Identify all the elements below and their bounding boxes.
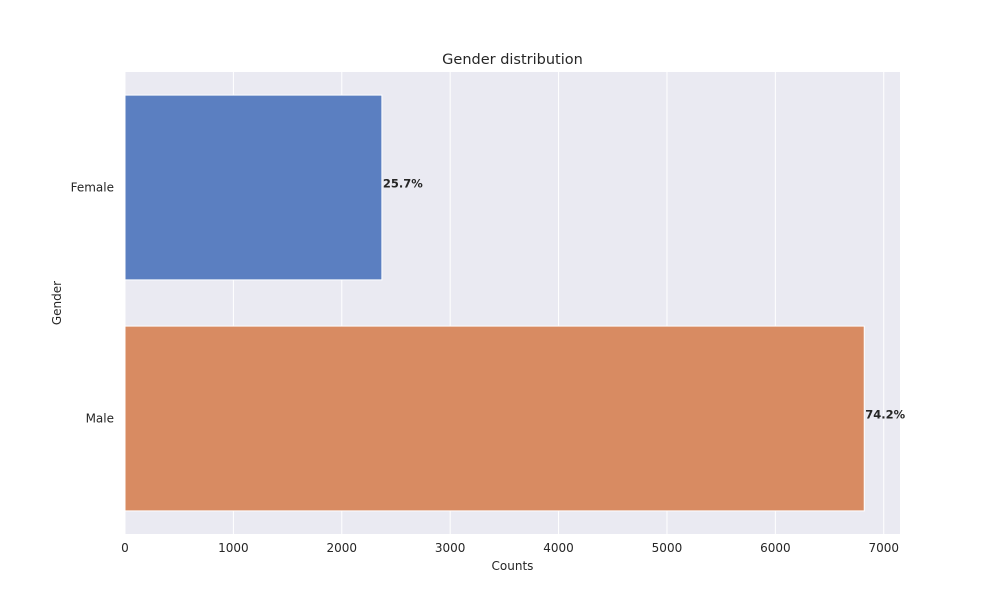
y-tick-label: Male — [86, 412, 114, 426]
bar-female — [124, 94, 383, 281]
x-axis-title: Counts — [492, 559, 534, 573]
x-tick-label: 0 — [121, 541, 129, 555]
y-axis-title: Gender — [50, 281, 64, 325]
x-tick-label: 2000 — [327, 541, 358, 555]
bars — [124, 94, 865, 512]
x-tick-label: 7000 — [868, 541, 899, 555]
x-tick-label: 3000 — [435, 541, 466, 555]
data-labels: 25.7% 74.2% — [383, 177, 906, 422]
data-label-male: 74.2% — [865, 408, 905, 422]
data-label-female: 25.7% — [383, 177, 423, 191]
bar-male — [124, 325, 865, 512]
x-tick-label: 4000 — [543, 541, 574, 555]
x-axis-ticks: 0 1000 2000 3000 4000 5000 6000 7000 — [121, 541, 899, 555]
chart-title: Gender distribution — [442, 52, 583, 68]
x-tick-label: 6000 — [760, 541, 791, 555]
y-tick-label: Female — [71, 181, 114, 195]
x-tick-label: 1000 — [218, 541, 249, 555]
x-tick-label: 5000 — [652, 541, 683, 555]
y-axis-ticks: Female Male — [71, 181, 114, 426]
